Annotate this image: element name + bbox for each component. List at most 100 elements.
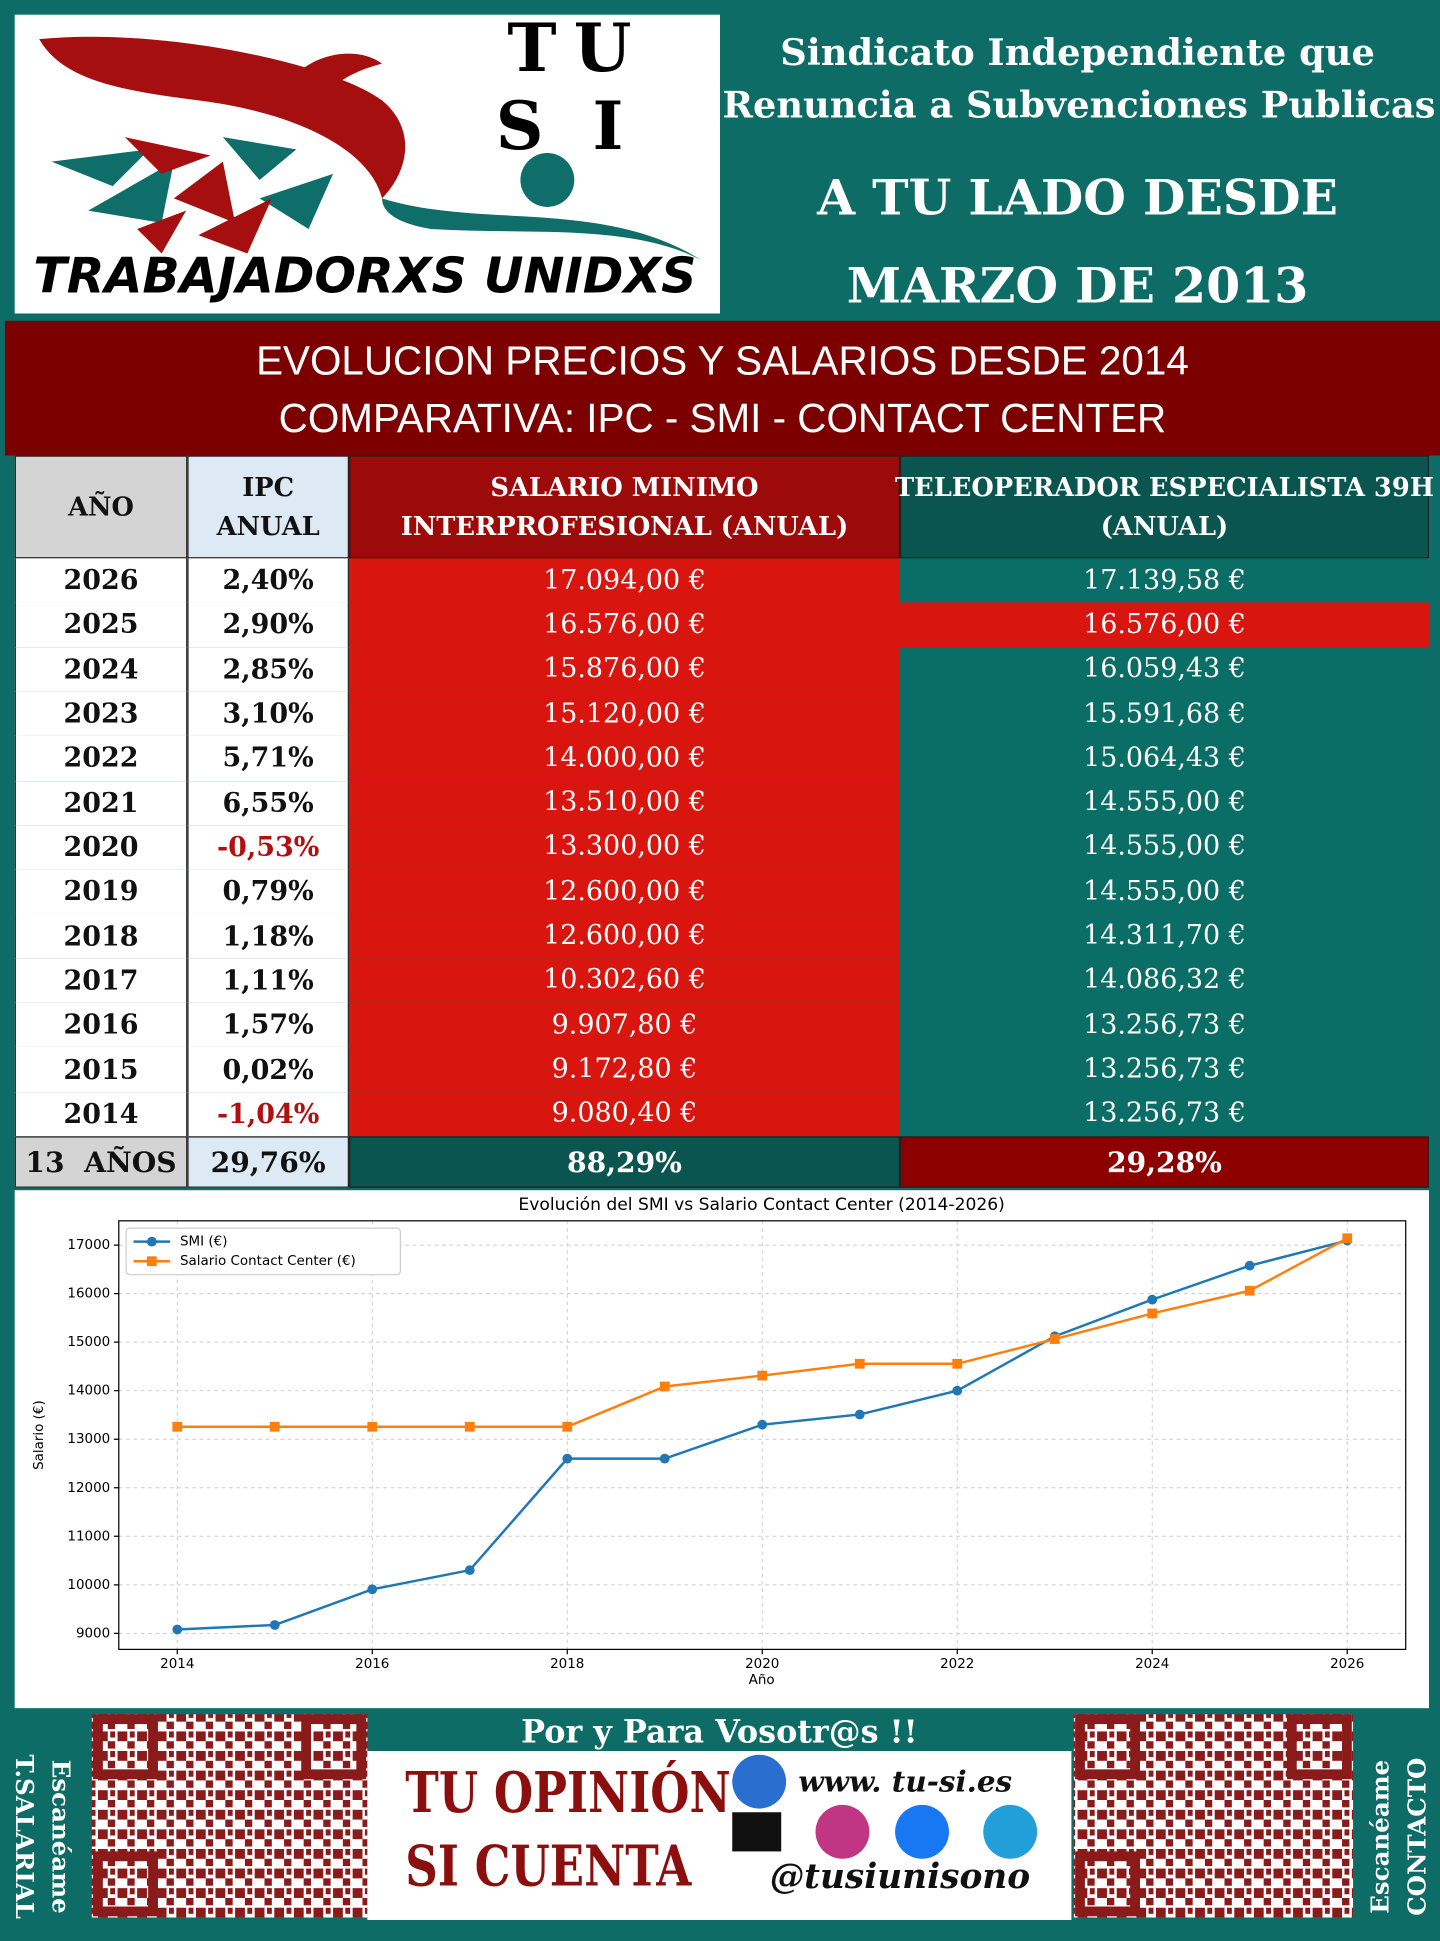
scan-line: CONTACTO — [1402, 1757, 1432, 1916]
table-cell: 2,40% — [187, 558, 349, 603]
table-cell: 0,79% — [187, 869, 349, 915]
legend-marker — [146, 1256, 157, 1267]
y-tick-label: 9000 — [76, 1626, 110, 1641]
qr-code[interactable] — [1073, 1714, 1354, 1918]
table-cell: 12.600,00 € — [348, 869, 901, 915]
table-cell: 2021 — [14, 780, 188, 826]
table-cell: 15.591,68 € — [900, 691, 1429, 737]
marker — [757, 1370, 768, 1381]
logo-si: SI — [496, 87, 673, 165]
marker — [1244, 1285, 1255, 1296]
marker — [367, 1421, 378, 1432]
marker — [854, 1409, 865, 1420]
table-cell: 1,57% — [187, 1002, 349, 1048]
table-cell: 14.000,00 € — [348, 736, 901, 781]
column-header-line: AÑO — [68, 491, 134, 522]
instagram-icon[interactable] — [815, 1804, 870, 1859]
logo-leaves — [124, 137, 272, 254]
column-header-line: INTERPROFESIONAL (ANUAL) — [400, 510, 849, 542]
y-tick-label: 14000 — [67, 1384, 110, 1399]
plot-frame — [118, 1220, 1407, 1651]
marker — [464, 1565, 475, 1576]
table-cell: 15.876,00 € — [348, 647, 901, 692]
table-cell: 9.080,40 € — [348, 1091, 901, 1137]
slogan: A TU LADO DESDE MARZO DE 2013 — [722, 154, 1432, 330]
footer-graphics — [91, 1714, 1354, 1921]
marker — [1049, 1334, 1060, 1344]
logo-swoosh-teal — [382, 198, 701, 260]
marker — [464, 1421, 475, 1432]
opinion-line: SI CUENTA — [405, 1833, 692, 1900]
globe-icon — [732, 1754, 787, 1809]
marker — [1342, 1233, 1353, 1244]
qr-finder — [93, 1714, 158, 1780]
tagline-line: Renuncia a Subvenciones Publicas — [722, 84, 1436, 128]
chart-box: Evolución del SMI vs Salario Contact Cen… — [14, 1190, 1429, 1709]
x-icon[interactable] — [732, 1812, 782, 1852]
marker — [269, 1620, 280, 1630]
table-cell: 15.120,00 € — [348, 691, 901, 737]
total-cell: 13 AÑOS — [14, 1136, 188, 1188]
table-cell: 2023 — [14, 691, 188, 737]
table-cell: 2014 — [14, 1091, 188, 1137]
footer-slogan: Por y Para Vosotr@s !! — [521, 1714, 918, 1752]
x-tick-label: 2018 — [550, 1657, 584, 1672]
table-cell: 14.555,00 € — [900, 780, 1429, 826]
footer: Por y Para Vosotr@s !! TU OPINIÓN SI CUE… — [0, 1712, 1440, 1921]
table-cell: 5,71% — [187, 736, 349, 781]
opinion-line: TU OPINIÓN — [405, 1759, 731, 1826]
qr-code[interactable] — [91, 1714, 368, 1918]
column-header: AÑO — [14, 455, 188, 559]
x-axis-label: Año — [749, 1673, 775, 1688]
logo-dot — [520, 153, 575, 207]
website[interactable]: www. tu-si.es — [798, 1763, 1013, 1799]
telegram-icon[interactable] — [983, 1804, 1038, 1859]
y-tick-label: 13000 — [67, 1432, 110, 1447]
column-header-line: ANUAL — [216, 510, 320, 542]
banner: EVOLUCION PRECIOS Y SALARIOS DESDE 2014 … — [4, 320, 1440, 456]
table-cell: 14.086,32 € — [900, 958, 1429, 1003]
table-cell: 2,85% — [187, 647, 349, 692]
total-cell: 88,29% — [348, 1136, 901, 1188]
facebook-icon[interactable] — [895, 1804, 949, 1859]
table-cell: 13.256,73 € — [900, 1002, 1429, 1048]
table-cell: 9.907,80 € — [348, 1002, 901, 1048]
marker — [172, 1421, 183, 1432]
qr-finder — [1286, 1714, 1352, 1780]
y-tick-label: 16000 — [67, 1287, 110, 1302]
marker — [659, 1453, 670, 1464]
logo-text: TRABAJADORXS UNIDXS — [33, 248, 696, 305]
table-cell: 3,10% — [187, 691, 349, 737]
tagline: Sindicato Independiente que Renuncia a S… — [722, 27, 1436, 132]
slogan-line: MARZO DE 2013 — [846, 257, 1309, 315]
banner-line: EVOLUCION PRECIOS Y SALARIOS DESDE 2014 — [256, 337, 1189, 384]
table-cell: 1,18% — [187, 914, 349, 959]
table-cell: 2026 — [14, 558, 188, 603]
handle[interactable]: @tusiunisono — [769, 1856, 1031, 1897]
table-cell: 12.600,00 € — [348, 914, 901, 959]
table-cell: 6,55% — [187, 780, 349, 826]
marker — [757, 1419, 768, 1430]
table-cell: 2,90% — [187, 602, 349, 648]
column-header: SALARIO MINIMO INTERPROFESIONAL (ANUAL) — [348, 455, 901, 559]
column-header: IPC ANUAL — [187, 455, 349, 559]
logo-swoosh-red — [284, 53, 383, 101]
qr-finder — [1075, 1714, 1141, 1780]
logo-leaves — [51, 137, 334, 229]
table-cell: 14.555,00 € — [900, 869, 1429, 915]
x-tick-label: 2022 — [940, 1657, 974, 1672]
scan-line: T.SALARIAL — [9, 1754, 40, 1920]
table-cell: 17.139,58 € — [900, 558, 1429, 603]
table-cell: 16.576,00 € — [900, 602, 1429, 648]
x-tick-label: 2014 — [160, 1657, 194, 1672]
marker — [562, 1453, 573, 1464]
y-axis-label: Salario (€) — [32, 1400, 47, 1470]
marker — [1147, 1294, 1158, 1305]
x-tick-label: 2016 — [355, 1657, 389, 1672]
qr-finder — [93, 1851, 158, 1917]
table-cell: 2016 — [14, 1002, 188, 1048]
opinion: TU OPINIÓN SI CUENTA — [405, 1756, 731, 1903]
qr-finder — [1075, 1851, 1141, 1917]
